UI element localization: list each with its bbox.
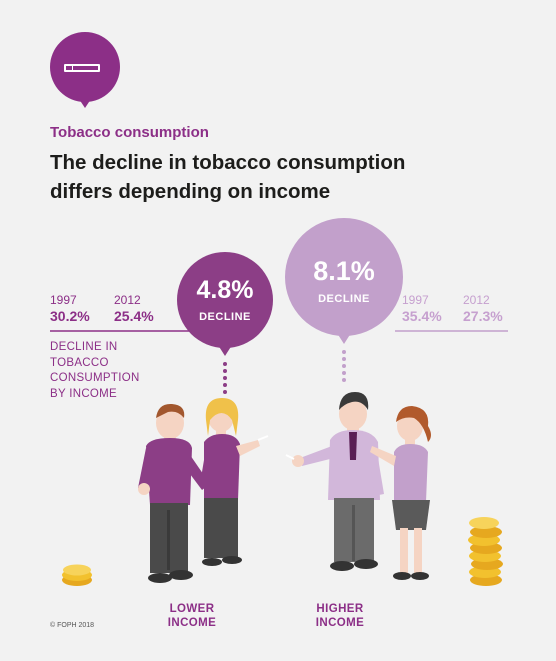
lower-income-man-figure [138, 403, 210, 583]
lower-decline-label: DECLINE [199, 311, 251, 323]
page-title: The decline in tobacco consumption diffe… [50, 151, 406, 203]
lower-income-caption: LOWER INCOME [167, 603, 217, 629]
higher-value-end: 27.3% [463, 308, 503, 324]
copyright-notice: © FOPH 2018 [50, 622, 95, 629]
lower-income-woman-figure [200, 398, 269, 566]
cigarette-icon [64, 64, 100, 72]
higher-decline-bubble: 8.1% DECLINE [285, 218, 403, 336]
higher-dotted-connector [342, 350, 346, 382]
lower-year-start: 1997 [50, 293, 77, 307]
higher-decline-value: 8.1% [313, 256, 375, 286]
higher-value-start: 35.4% [402, 308, 442, 324]
higher-income-caption: HIGHER INCOME [315, 603, 365, 629]
lower-value-start: 30.2% [50, 308, 90, 324]
lower-value-end: 25.4% [114, 308, 154, 324]
lower-year-end: 2012 [114, 293, 141, 307]
higher-year-end: 2012 [463, 293, 490, 307]
lower-decline-bubble: 4.8% DECLINE [177, 252, 273, 348]
coin-stack-large [468, 517, 503, 586]
topic-kicker: Tobacco consumption [50, 124, 209, 141]
lower-decline-value: 4.8% [196, 276, 254, 304]
higher-income-woman-figure [370, 406, 431, 580]
higher-decline-label: DECLINE [318, 293, 370, 305]
higher-year-start: 1997 [402, 293, 429, 307]
higher-income-man-figure [285, 392, 384, 571]
coin-stack-small [62, 564, 92, 586]
income-legend: DECLINE IN TOBACCO CONSUMPTION BY INCOME [50, 341, 140, 400]
pin-tail [77, 96, 93, 108]
lower-dotted-connector [223, 362, 227, 394]
